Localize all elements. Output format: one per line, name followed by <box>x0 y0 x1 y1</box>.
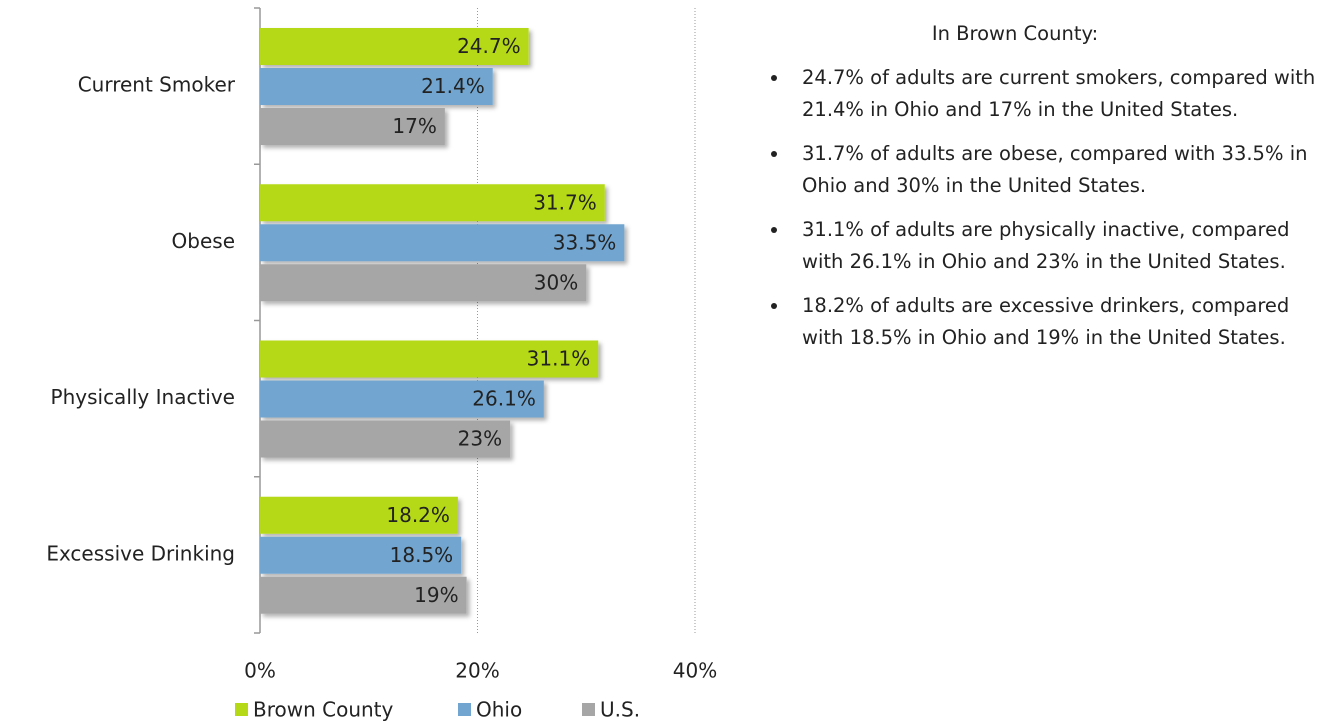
value-label: 21.4% <box>421 74 485 98</box>
bar <box>260 108 445 145</box>
value-label: 23% <box>458 427 502 451</box>
x-tick-label: 0% <box>244 659 276 683</box>
value-label: 18.2% <box>386 503 450 527</box>
x-tick-label: 40% <box>673 659 717 683</box>
bar <box>260 380 544 418</box>
legend-label: Ohio <box>476 698 522 722</box>
bar <box>260 536 462 574</box>
bullet: 31.1% of adults are physically inactive,… <box>790 214 1325 278</box>
bar <box>260 264 587 302</box>
bar <box>260 420 511 458</box>
category-label: Obese <box>172 229 235 253</box>
value-label: 17% <box>392 114 436 138</box>
x-tick-label: 20% <box>455 659 499 683</box>
value-label: 31.7% <box>533 190 597 214</box>
category-label: Current Smoker <box>78 73 236 97</box>
legend-swatch <box>458 703 471 716</box>
value-label: 30% <box>534 270 578 294</box>
bullet: 24.7% of adults are current smokers, com… <box>790 62 1325 126</box>
value-label: 19% <box>414 583 458 607</box>
bar <box>260 224 625 262</box>
legend-label: U.S. <box>600 698 640 722</box>
bar <box>260 28 529 65</box>
legend-swatch <box>235 703 248 716</box>
summary-panel: In Brown County: 24.7% of adults are cur… <box>735 18 1325 366</box>
value-label: 31.1% <box>527 347 591 371</box>
bar <box>260 68 493 105</box>
value-label: 18.5% <box>390 543 454 567</box>
value-label: 24.7% <box>457 34 521 58</box>
legend-label: Brown County <box>253 698 394 722</box>
legend-swatch <box>582 703 595 716</box>
bullet: 31.7% of adults are obese, compared with… <box>790 138 1325 202</box>
category-label: Physically Inactive <box>51 385 235 409</box>
bar <box>260 184 605 222</box>
bar <box>260 340 599 378</box>
bar <box>260 496 458 534</box>
bar <box>260 576 467 614</box>
bullet: 18.2% of adults are excessive drinkers, … <box>790 290 1325 354</box>
value-label: 26.1% <box>472 387 536 411</box>
value-label: 33.5% <box>553 230 617 254</box>
panel-title: In Brown County: <box>931 22 1099 45</box>
bullet-list: 24.7% of adults are current smokers, com… <box>735 62 1325 354</box>
category-label: Excessive Drinking <box>46 541 235 565</box>
